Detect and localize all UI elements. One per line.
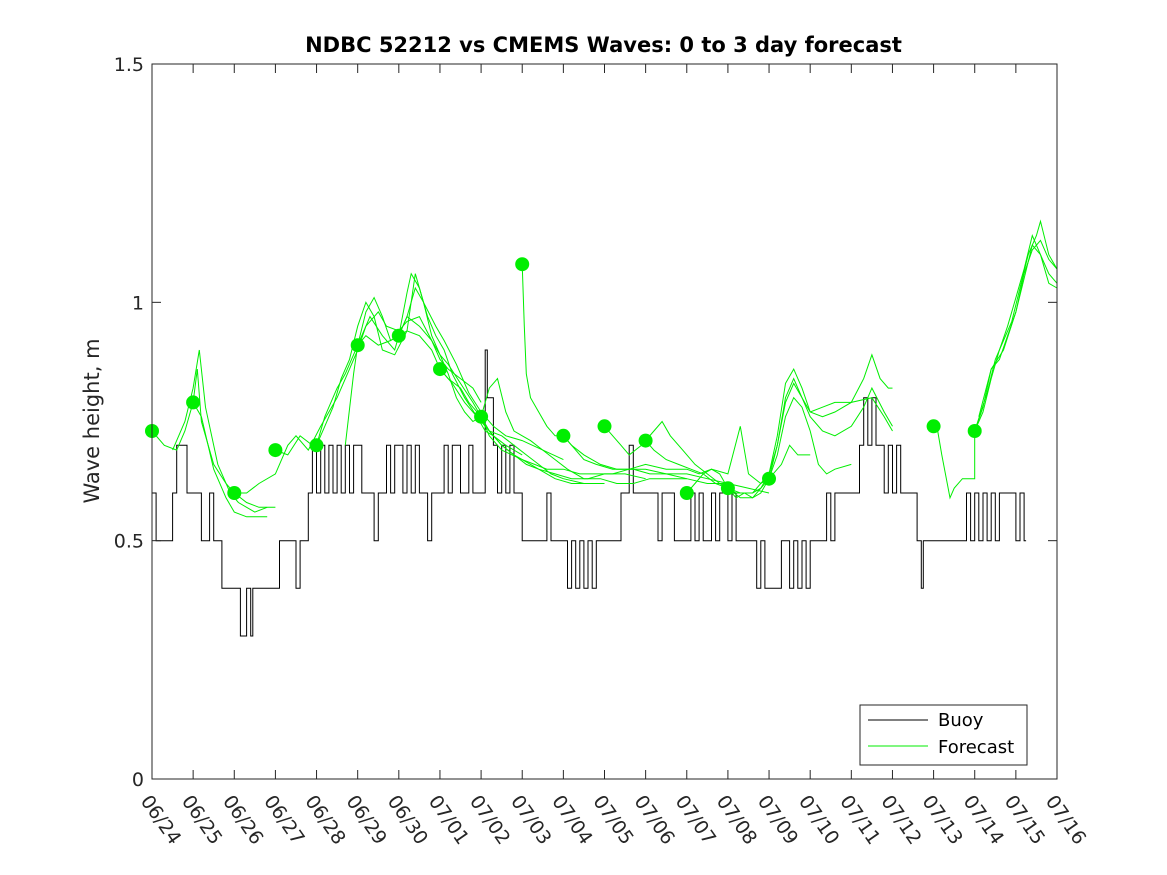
x-tick-label-22: 07/16	[1041, 791, 1090, 848]
x-tick-label-14: 07/08	[712, 791, 761, 848]
forecast-run-18	[974, 234, 1058, 432]
x-tick-label-12: 07/06	[630, 791, 679, 848]
x-tick-label-1: 06/25	[177, 791, 226, 848]
legend-box	[859, 704, 1028, 766]
forecast-run-15	[686, 353, 893, 499]
forecast-run-17	[933, 239, 1058, 500]
x-tick-label-19: 07/13	[917, 791, 966, 848]
x-tick-label-10: 07/04	[547, 791, 596, 848]
forecast-run-16	[727, 377, 893, 499]
x-tick-label-7: 07/01	[424, 791, 473, 848]
x-tick-label-15: 07/09	[753, 791, 802, 848]
x-tick-label-11: 07/05	[588, 791, 637, 848]
x-tick-label-13: 07/07	[671, 791, 720, 848]
forecast-run-14	[645, 382, 893, 494]
x-tick-label-3: 06/27	[259, 791, 308, 848]
y-tick-label-1: 0.5	[114, 531, 144, 553]
forecast-run-1	[192, 402, 268, 518]
x-tick-label-2: 06/26	[218, 791, 267, 848]
forecast-marker-10	[556, 428, 571, 443]
forecast-marker-17	[967, 424, 982, 438]
forecast-run-5	[316, 273, 564, 461]
forecast-markers	[145, 257, 982, 500]
forecast-marker-6	[391, 328, 406, 343]
x-tick-label-18: 07/12	[876, 791, 925, 848]
legend-buoy-label: Buoy	[938, 710, 984, 731]
forecast-marker-14	[720, 481, 735, 496]
forecast-run-10	[480, 377, 728, 484]
x-tick-label-9: 07/03	[506, 791, 555, 848]
x-tick-label-8: 07/02	[465, 791, 514, 848]
forecast-marker-4	[309, 438, 324, 453]
y-axis: 0 0.5 1 1.5	[114, 54, 1057, 791]
y-tick-label-2: 1	[132, 292, 144, 314]
forecast-run-12	[563, 426, 811, 485]
forecast-marker-8	[474, 409, 489, 424]
forecast-marker-2	[227, 486, 242, 500]
x-tick-label-0: 06/24	[136, 791, 185, 848]
x-tick-label-6: 06/30	[383, 791, 432, 848]
forecast-marker-1	[186, 395, 201, 410]
x-tick-label-17: 07/11	[835, 791, 884, 848]
x-tick-label-20: 07/14	[959, 791, 1008, 848]
forecast-marker-12	[638, 433, 653, 448]
x-tick-label-5: 06/29	[342, 791, 391, 848]
forecast-marker-13	[679, 486, 694, 500]
y-axis-label: Wave height, m	[80, 338, 104, 503]
legend-forecast-label: Forecast	[938, 737, 1014, 758]
forecast-marker-16	[926, 419, 941, 434]
chart-title: NDBC 52212 vs CMEMS Waves: 0 to 3 day fo…	[305, 33, 902, 57]
x-tick-label-16: 07/10	[794, 791, 843, 848]
forecast-marker-3	[268, 443, 283, 458]
forecast-run-11	[521, 264, 770, 494]
forecast-run-0	[151, 369, 276, 508]
forecast-run-19	[974, 219, 1058, 432]
forecast-marker-5	[350, 338, 365, 353]
forecast-marker-15	[762, 471, 776, 486]
forecast-marker-11	[597, 419, 612, 434]
x-tick-label-4: 06/28	[300, 791, 349, 848]
y-tick-label-0: 0	[132, 769, 144, 791]
forecast-marker-9	[515, 257, 530, 272]
x-tick-label-21: 07/15	[1000, 791, 1049, 848]
forecast-run-20	[978, 244, 1058, 417]
forecast-marker-7	[433, 362, 447, 377]
y-tick-label-3: 1.5	[114, 54, 144, 76]
legend: Buoy Forecast	[859, 704, 1028, 766]
